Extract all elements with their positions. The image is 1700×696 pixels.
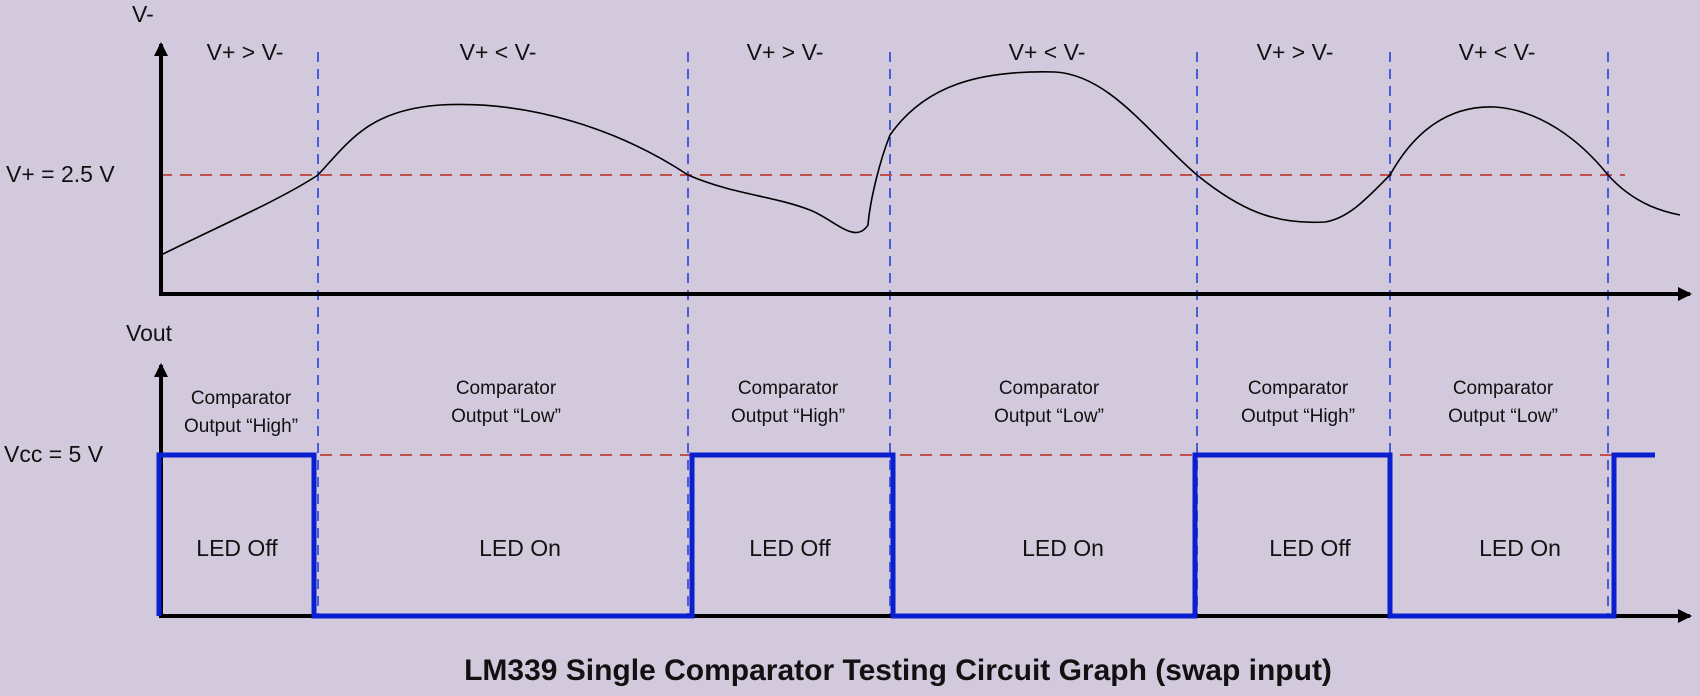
region-6-output-line1: Comparator: [1453, 378, 1554, 399]
region-6-led: LED On: [1479, 535, 1561, 561]
region-3-led: LED Off: [749, 535, 831, 561]
input-signal-curve: [160, 71, 1681, 256]
region-2-output-line2: Output “Low”: [451, 406, 561, 427]
region-5-output-line1: Comparator: [1248, 378, 1349, 399]
vplus-label: V+ = 2.5 V: [6, 161, 115, 187]
region-3-condition: V+ > V-: [747, 39, 824, 65]
region-2-condition: V+ < V-: [460, 39, 537, 65]
region-dividers: [317, 52, 1609, 615]
region-4-condition: V+ < V-: [1009, 39, 1086, 65]
region-1-output-line2: Output “High”: [184, 416, 298, 437]
region-3-output-line2: Output “High”: [731, 406, 845, 427]
top-axis-label: V-: [132, 1, 154, 27]
region-5-led: LED Off: [1269, 535, 1351, 561]
region-4-led: LED On: [1022, 535, 1104, 561]
bottom-axis-label: Vout: [126, 320, 173, 346]
region-5-condition: V+ > V-: [1257, 39, 1334, 65]
region-2-output-line1: Comparator: [456, 378, 557, 399]
region-5-output-line2: Output “High”: [1241, 406, 1355, 427]
region-1-output-line1: Comparator: [191, 388, 292, 409]
region-4-output-line2: Output “Low”: [994, 406, 1104, 427]
region-1-led: LED Off: [196, 535, 278, 561]
region-6-condition: V+ < V-: [1459, 39, 1536, 65]
region-1-condition: V+ > V-: [207, 39, 284, 65]
region-3-output-line1: Comparator: [738, 378, 839, 399]
vcc-label: Vcc = 5 V: [4, 441, 104, 467]
region-6-output-line2: Output “Low”: [1448, 406, 1558, 427]
region-4-output-line1: Comparator: [999, 378, 1100, 399]
diagram-title: LM339 Single Comparator Testing Circuit …: [464, 654, 1332, 687]
comparator-output-wave: [156, 452, 1655, 619]
region-2-led: LED On: [479, 535, 561, 561]
